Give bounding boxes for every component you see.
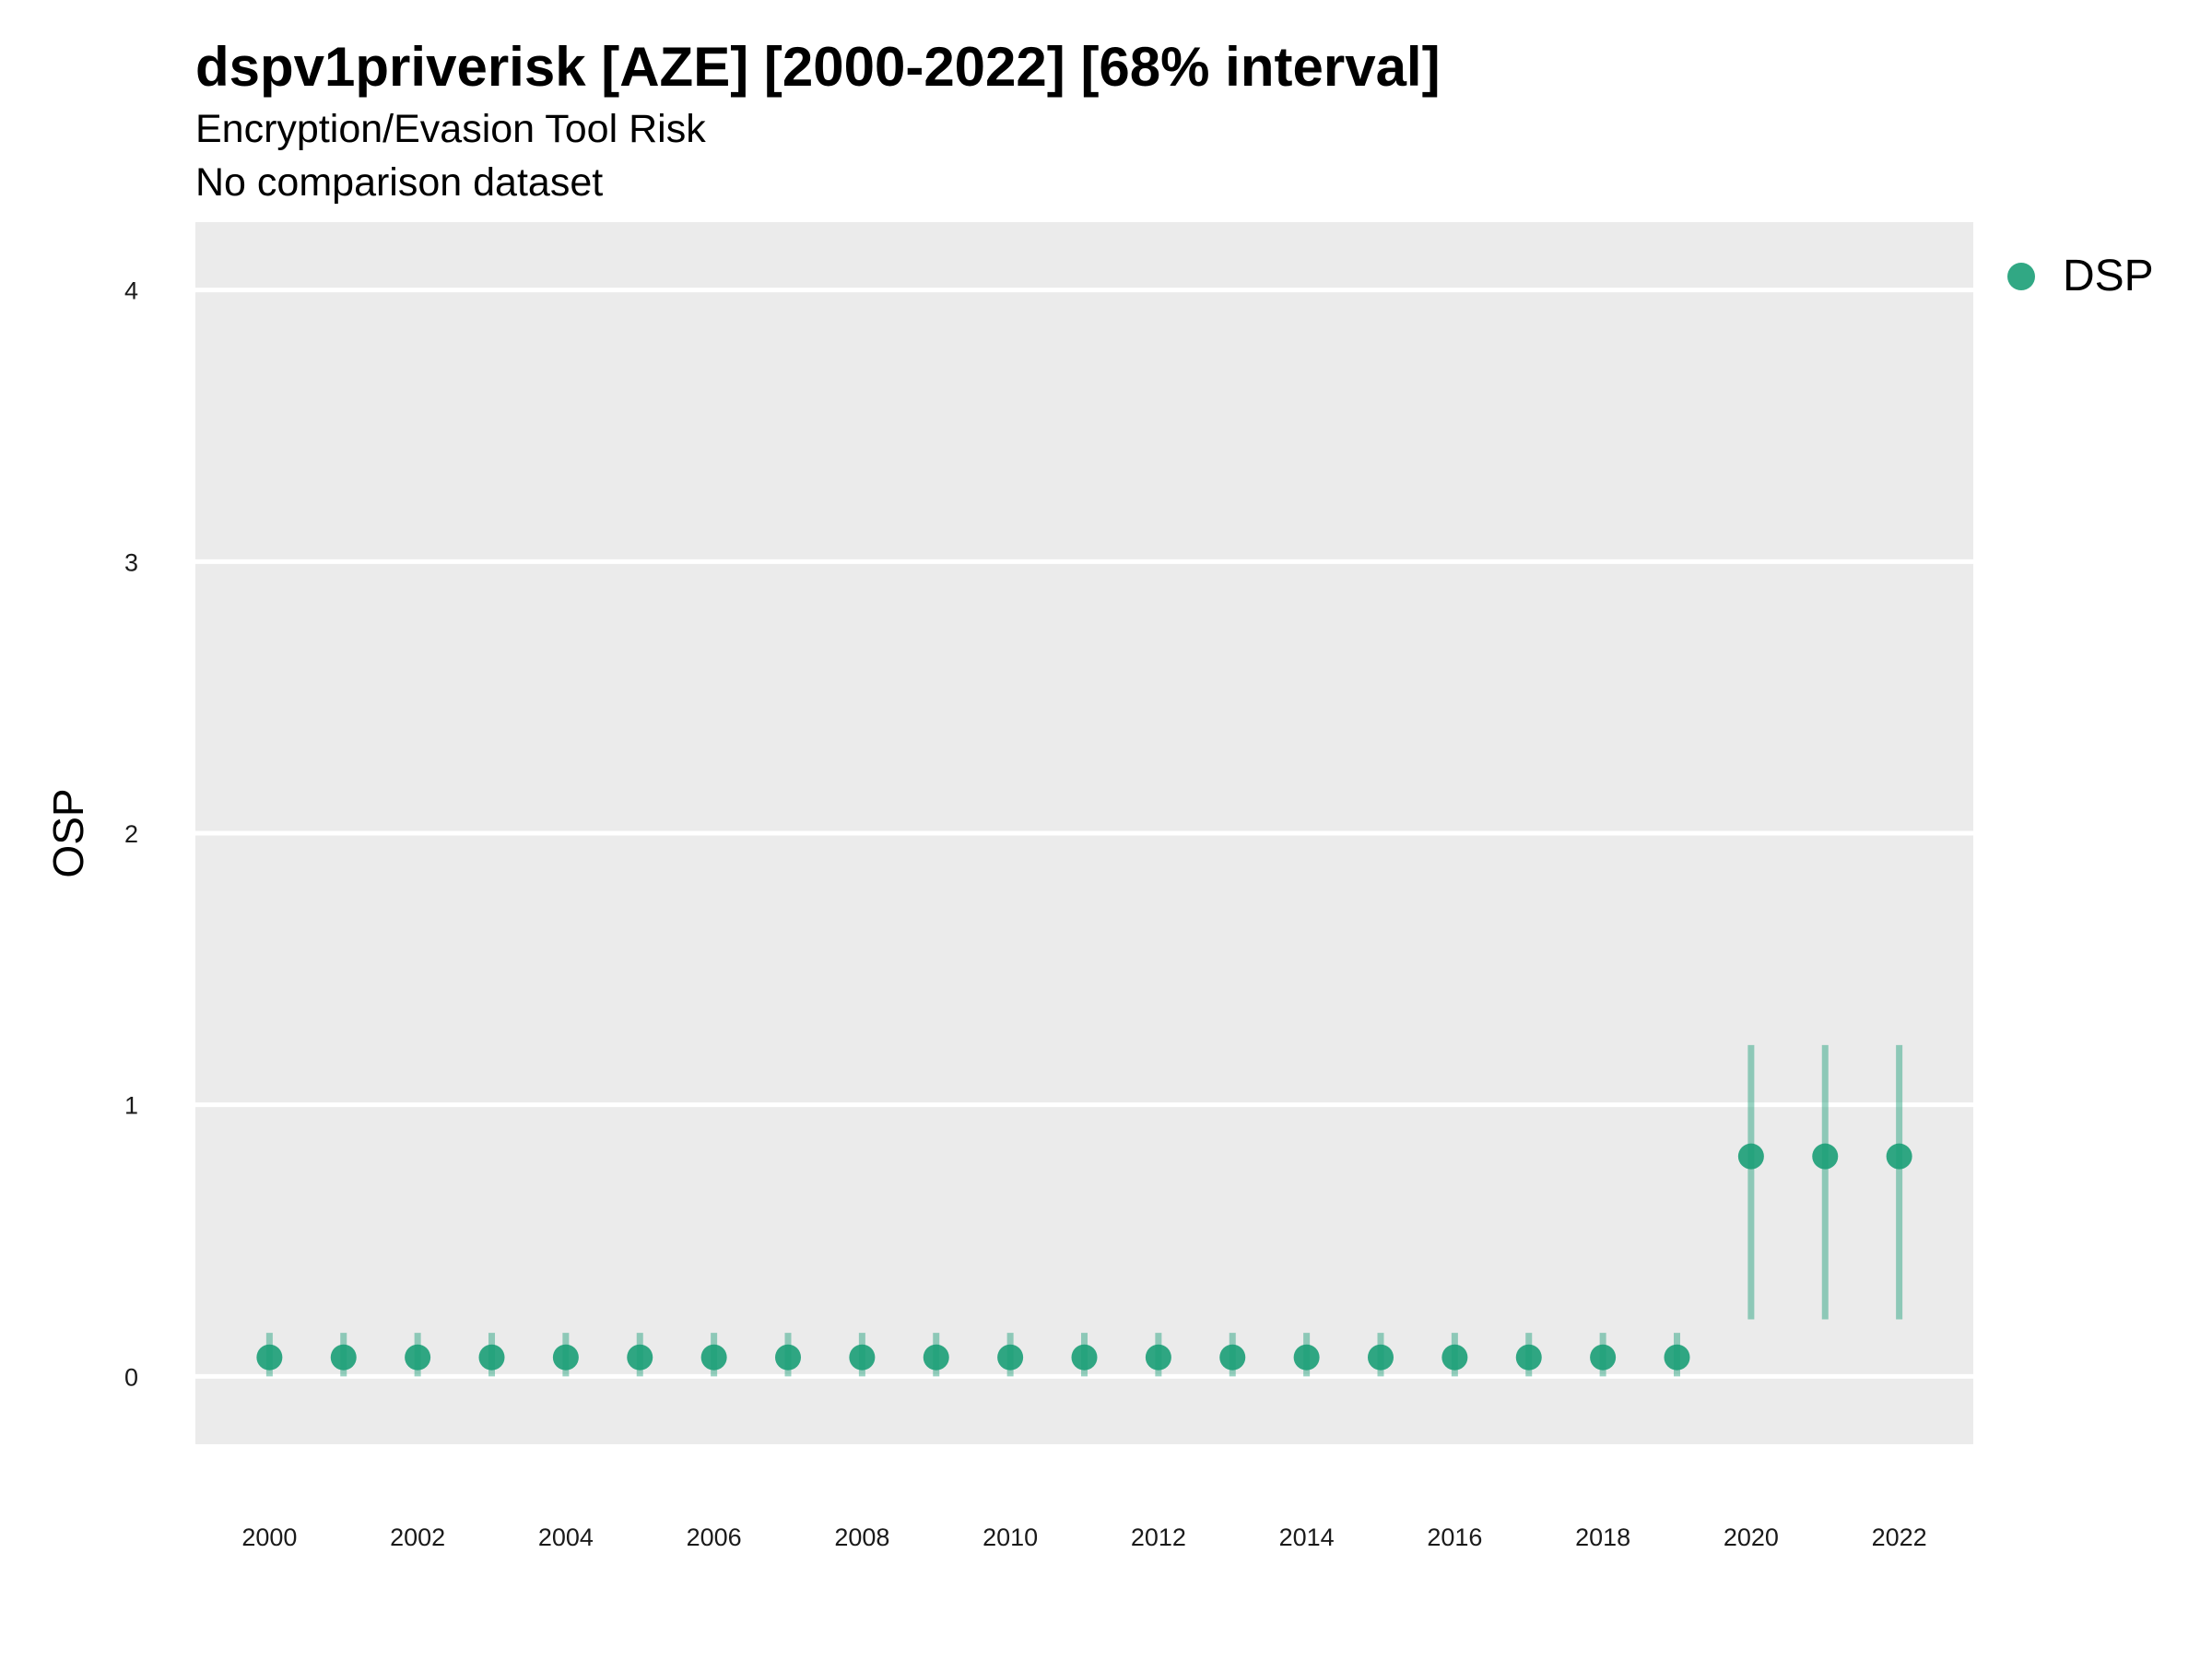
data-point-2022 bbox=[1886, 1143, 1912, 1170]
legend-key-dsp bbox=[2007, 262, 2035, 290]
data-point-2007 bbox=[775, 1344, 801, 1371]
data-point-2017 bbox=[1515, 1344, 1542, 1371]
x-tick-label-2010: 2010 bbox=[982, 1524, 1038, 1551]
data-point-2003 bbox=[478, 1344, 505, 1371]
y-axis-label: OSP bbox=[44, 788, 92, 877]
data-point-2002 bbox=[405, 1344, 431, 1371]
data-point-2000 bbox=[256, 1344, 283, 1371]
x-tick-label-2008: 2008 bbox=[834, 1524, 889, 1551]
data-point-2009 bbox=[923, 1344, 949, 1371]
data-point-2001 bbox=[330, 1344, 357, 1371]
x-tick-label-2012: 2012 bbox=[1131, 1524, 1186, 1551]
x-tick-label-2020: 2020 bbox=[1724, 1524, 1779, 1551]
data-point-2004 bbox=[552, 1344, 579, 1371]
x-tick-label-2004: 2004 bbox=[538, 1524, 594, 1551]
legend-label-dsp: DSP bbox=[2063, 252, 2154, 300]
y-tick-label-4: 4 bbox=[124, 277, 138, 305]
data-points bbox=[256, 1143, 1912, 1371]
data-point-2021 bbox=[1812, 1143, 1839, 1170]
data-point-2013 bbox=[1219, 1344, 1246, 1371]
data-point-2008 bbox=[849, 1344, 876, 1371]
data-point-2016 bbox=[1441, 1344, 1468, 1371]
y-tick-label-0: 0 bbox=[124, 1363, 138, 1391]
x-tick-label-2016: 2016 bbox=[1427, 1524, 1482, 1551]
data-point-2010 bbox=[997, 1344, 1024, 1371]
data-point-2014 bbox=[1293, 1344, 1320, 1371]
data-point-2012 bbox=[1145, 1344, 1171, 1371]
y-tick-label-2: 2 bbox=[124, 820, 138, 848]
x-tick-label-2006: 2006 bbox=[687, 1524, 742, 1551]
y-tick-label-1: 1 bbox=[124, 1092, 138, 1120]
data-point-2005 bbox=[627, 1344, 653, 1371]
data-point-2015 bbox=[1368, 1344, 1394, 1371]
data-point-2011 bbox=[1071, 1344, 1098, 1371]
data-point-2006 bbox=[700, 1344, 727, 1371]
x-tick-label-2014: 2014 bbox=[1279, 1524, 1335, 1551]
data-point-2019 bbox=[1664, 1344, 1690, 1371]
data-point-2020 bbox=[1737, 1143, 1764, 1170]
y-tick-labels: 0 1 2 3 4 bbox=[124, 277, 138, 1392]
y-tick-label-3: 3 bbox=[124, 548, 138, 576]
data-point-2018 bbox=[1590, 1344, 1617, 1371]
x-tick-labels: 2000 2002 2004 2006 2008 2010 2012 2014 2016 2018… bbox=[241, 1524, 1926, 1551]
chart-title: dspv1priverisk [AZE] [2000-2022] [68% in… bbox=[195, 36, 1441, 98]
x-tick-label-2022: 2022 bbox=[1872, 1524, 1927, 1551]
legend: DSP bbox=[2007, 251, 2154, 301]
x-tick-label-2002: 2002 bbox=[390, 1524, 445, 1551]
chart-subtitle: Encryption/Evasion Tool Risk bbox=[195, 107, 706, 151]
gridlines bbox=[195, 288, 1973, 1379]
chart-caption-line: No comparison dataset bbox=[195, 160, 604, 205]
x-tick-label-2000: 2000 bbox=[241, 1524, 297, 1551]
x-tick-label-2018: 2018 bbox=[1575, 1524, 1630, 1551]
